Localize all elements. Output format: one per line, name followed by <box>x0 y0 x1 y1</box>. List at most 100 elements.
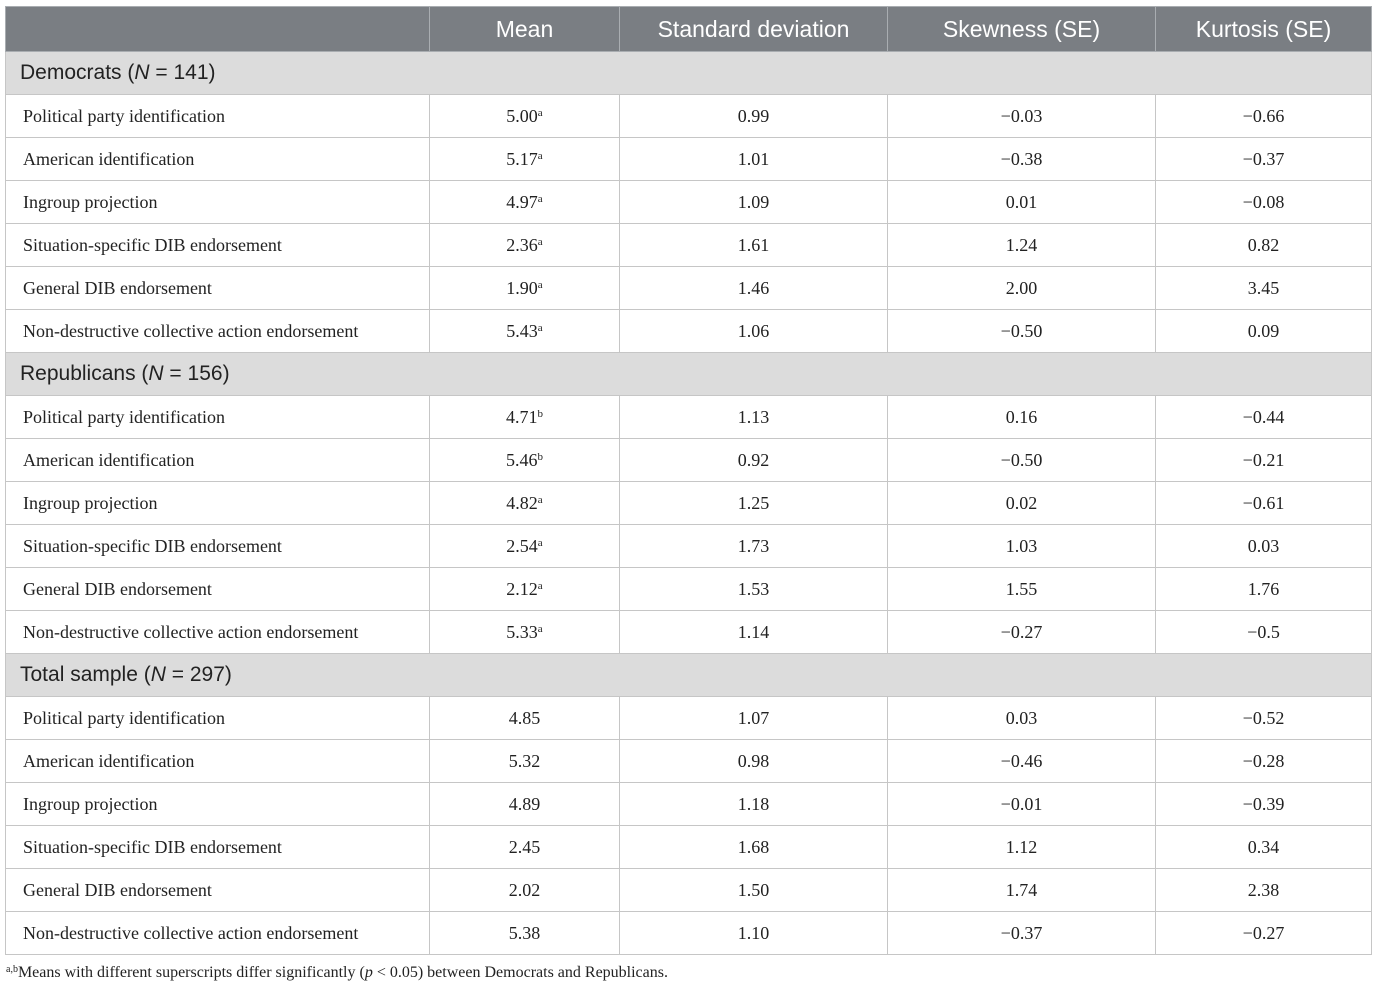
cell-sd: 1.13 <box>619 395 888 439</box>
header-cell-sd: Standard deviation <box>619 6 888 52</box>
cell-mean: 4.97a <box>429 180 620 224</box>
cell-mean: 5.43a <box>429 309 620 353</box>
mean-superscript: a <box>537 235 543 248</box>
cell-mean: 4.82a <box>429 481 620 525</box>
section-n-prefix: ( <box>143 663 151 686</box>
mean-superscript: a <box>537 579 543 592</box>
mean-superscript: a <box>537 321 543 334</box>
cell-mean: 2.54a <box>429 524 620 568</box>
table-row: Situation-specific DIB endorsement 2.45 1.… <box>5 825 1372 869</box>
cell-kurtosis: 0.03 <box>1155 524 1372 568</box>
cell-skewness: 1.74 <box>887 868 1156 912</box>
table-row: Non-destructive collective action endors… <box>5 610 1372 654</box>
cell-mean: 4.89 <box>429 782 620 826</box>
cell-mean: 5.38 <box>429 911 620 955</box>
table-row: Political party identification 5.00a 0.99−… <box>5 94 1372 138</box>
footnote-text-before: Means with different superscripts differ… <box>17 964 365 981</box>
cell-skewness: −0.46 <box>887 739 1156 783</box>
cell-sd: 1.50 <box>619 868 888 912</box>
section-n-prefix: ( <box>127 61 135 84</box>
cell-mean: 5.33a <box>429 610 620 654</box>
mean-superscript: a <box>537 149 543 162</box>
cell-kurtosis: 3.45 <box>1155 266 1372 310</box>
header-cell-kurtosis: Kurtosis (SE) <box>1155 6 1372 52</box>
cell-kurtosis: −0.66 <box>1155 94 1372 138</box>
cell-kurtosis: 2.38 <box>1155 868 1372 912</box>
cell-skewness: −0.38 <box>887 137 1156 181</box>
table-row: General DIB endorsement 2.12a 1.53 1.55 1.76 <box>5 567 1372 611</box>
cell-variable: General DIB endorsement <box>5 567 430 611</box>
mean-value: 4.97 <box>506 191 538 212</box>
cell-kurtosis: −0.28 <box>1155 739 1372 783</box>
mean-superscript: a <box>537 493 543 506</box>
mean-value: 5.38 <box>508 922 541 943</box>
section-name: Democrats <box>20 61 122 84</box>
cell-kurtosis: −0.21 <box>1155 438 1372 482</box>
cell-sd: 1.18 <box>619 782 888 826</box>
mean-superscript: a <box>537 278 543 291</box>
cell-skewness: −0.50 <box>887 438 1156 482</box>
cell-variable: General DIB endorsement <box>5 868 430 912</box>
cell-sd: 1.25 <box>619 481 888 525</box>
cell-variable: American identification <box>5 739 430 783</box>
mean-value: 2.54 <box>506 535 538 556</box>
cell-sd: 0.92 <box>619 438 888 482</box>
cell-variable: Ingroup projection <box>5 180 430 224</box>
section-n-symbol: N <box>148 362 164 385</box>
cell-sd: 1.07 <box>619 696 888 740</box>
mean-value: 2.02 <box>508 879 541 900</box>
section-n-suffix: = 156) <box>163 362 230 385</box>
section-n-symbol: N <box>150 663 166 686</box>
cell-variable: Non-destructive collective action endors… <box>5 911 430 955</box>
cell-skewness: 2.00 <box>887 266 1156 310</box>
section-n-suffix: = 297) <box>165 663 232 686</box>
cell-variable: Political party identification <box>5 395 430 439</box>
mean-value: 2.45 <box>508 836 541 857</box>
table-row: Situation-specific DIB endorsement 2.54a 1… <box>5 524 1372 568</box>
table-footnote: a,bMeans with different superscripts dif… <box>6 964 668 982</box>
cell-sd: 1.14 <box>619 610 888 654</box>
mean-superscript: a <box>537 536 543 549</box>
cell-skewness: −0.37 <box>887 911 1156 955</box>
cell-mean: 2.12a <box>429 567 620 611</box>
cell-kurtosis: −0.5 <box>1155 610 1372 654</box>
mean-value: 5.46 <box>506 449 538 470</box>
cell-kurtosis: 0.82 <box>1155 223 1372 267</box>
cell-sd: 1.73 <box>619 524 888 568</box>
cell-skewness: 1.12 <box>887 825 1156 869</box>
mean-value: 2.36 <box>506 234 538 255</box>
footnote-p-symbol: p <box>364 964 373 981</box>
cell-mean: 2.45 <box>429 825 620 869</box>
header-cell-mean: Mean <box>429 6 620 52</box>
cell-kurtosis: 1.76 <box>1155 567 1372 611</box>
cell-mean: 4.71b <box>429 395 620 439</box>
section-row: Total sample (N = 297) <box>5 653 1372 697</box>
cell-kurtosis: −0.52 <box>1155 696 1372 740</box>
cell-skewness: 0.03 <box>887 696 1156 740</box>
table-row: Non-destructive collective action endors… <box>5 309 1372 353</box>
section-n-symbol: N <box>134 61 150 84</box>
mean-value: 4.89 <box>508 793 541 814</box>
table-row: American identification 5.46b 0.92 −0.50 −0.… <box>5 438 1372 482</box>
table-row: Ingroup projection 4.97a 1.09 0.01 −0.08 <box>5 180 1372 224</box>
cell-sd: 1.46 <box>619 266 888 310</box>
cell-sd: 1.06 <box>619 309 888 353</box>
cell-skewness: −0.27 <box>887 610 1156 654</box>
cell-variable: Ingroup projection <box>5 481 430 525</box>
mean-superscript: a <box>537 106 543 119</box>
cell-mean: 5.32 <box>429 739 620 783</box>
mean-value: 1.90 <box>506 277 538 298</box>
cell-skewness: 1.55 <box>887 567 1156 611</box>
cell-variable: Situation-specific DIB endorsement <box>5 223 430 267</box>
section-n-suffix: = 141) <box>149 61 216 84</box>
mean-superscript: a <box>537 622 543 635</box>
cell-variable: Political party identification <box>5 696 430 740</box>
cell-sd: 1.61 <box>619 223 888 267</box>
table-row: Non-destructive collective action endors… <box>5 911 1372 955</box>
cell-kurtosis: −0.39 <box>1155 782 1372 826</box>
cell-skewness: 0.16 <box>887 395 1156 439</box>
cell-kurtosis: −0.37 <box>1155 137 1372 181</box>
cell-sd: 0.98 <box>619 739 888 783</box>
cell-sd: 0.99 <box>619 94 888 138</box>
mean-value: 4.82 <box>506 492 538 513</box>
